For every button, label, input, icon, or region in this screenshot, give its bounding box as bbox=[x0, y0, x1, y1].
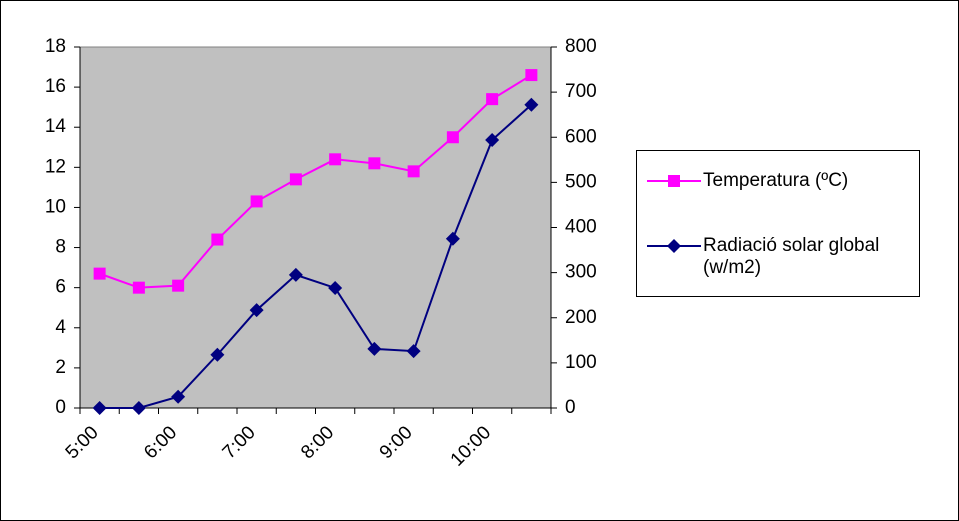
y2-tick-label: 800 bbox=[565, 36, 597, 57]
y-tick-label: 0 bbox=[55, 397, 66, 418]
marker bbox=[289, 173, 302, 186]
marker bbox=[210, 347, 225, 362]
legend-entry: Radiació solar global (w/m2) bbox=[645, 235, 908, 279]
legend-marker bbox=[668, 175, 680, 187]
marker bbox=[132, 281, 145, 294]
legend: Temperatura (ºC) Radiació solar global (w… bbox=[636, 150, 920, 297]
marker bbox=[171, 389, 186, 404]
y-tick-label: 10 bbox=[45, 196, 66, 217]
marker bbox=[486, 93, 499, 106]
y2-tick-label: 700 bbox=[565, 81, 597, 102]
marker bbox=[131, 401, 146, 415]
marker bbox=[211, 233, 224, 246]
marker bbox=[368, 157, 381, 170]
y-tick-label: 6 bbox=[55, 277, 66, 298]
y2-tick-label: 200 bbox=[565, 307, 597, 328]
marker bbox=[249, 303, 264, 318]
legend-key bbox=[647, 175, 701, 187]
y2-tick-label: 600 bbox=[565, 126, 597, 147]
y-tick-label: 4 bbox=[55, 317, 66, 338]
y2-tick-label: 500 bbox=[565, 171, 597, 192]
legend-label: Temperatura (ºC) bbox=[703, 170, 849, 191]
y-tick-label: 14 bbox=[45, 116, 67, 137]
y2-tick-label: 0 bbox=[565, 397, 576, 418]
marker bbox=[329, 153, 342, 166]
legend-key bbox=[647, 239, 701, 253]
y2-tick-label: 300 bbox=[565, 262, 597, 283]
marker bbox=[446, 131, 459, 144]
marker bbox=[288, 267, 303, 282]
marker bbox=[92, 401, 107, 415]
y-tick-label: 18 bbox=[45, 36, 66, 57]
y2-tick-label: 100 bbox=[565, 352, 597, 373]
marker bbox=[525, 69, 538, 82]
marker bbox=[93, 267, 106, 280]
series-line bbox=[99, 74, 532, 289]
marker bbox=[406, 344, 421, 359]
marker bbox=[485, 132, 500, 147]
marker bbox=[250, 195, 263, 208]
legend-entry: Temperatura (ºC) bbox=[645, 170, 908, 192]
y-tick-label: 12 bbox=[45, 156, 66, 177]
y-tick-label: 8 bbox=[55, 237, 66, 258]
y-tick-label: 16 bbox=[45, 76, 66, 97]
marker bbox=[407, 165, 420, 178]
marker bbox=[172, 279, 185, 292]
marker bbox=[524, 97, 539, 112]
marker bbox=[445, 231, 460, 246]
series-line bbox=[99, 104, 533, 409]
legend-label: Radiació solar global (w/m2) bbox=[703, 235, 880, 278]
y2-tick-label: 400 bbox=[565, 217, 597, 238]
plot-area bbox=[79, 46, 552, 409]
marker bbox=[328, 280, 343, 295]
marker bbox=[367, 341, 382, 356]
y-tick-label: 2 bbox=[55, 357, 66, 378]
legend-marker bbox=[667, 239, 681, 253]
